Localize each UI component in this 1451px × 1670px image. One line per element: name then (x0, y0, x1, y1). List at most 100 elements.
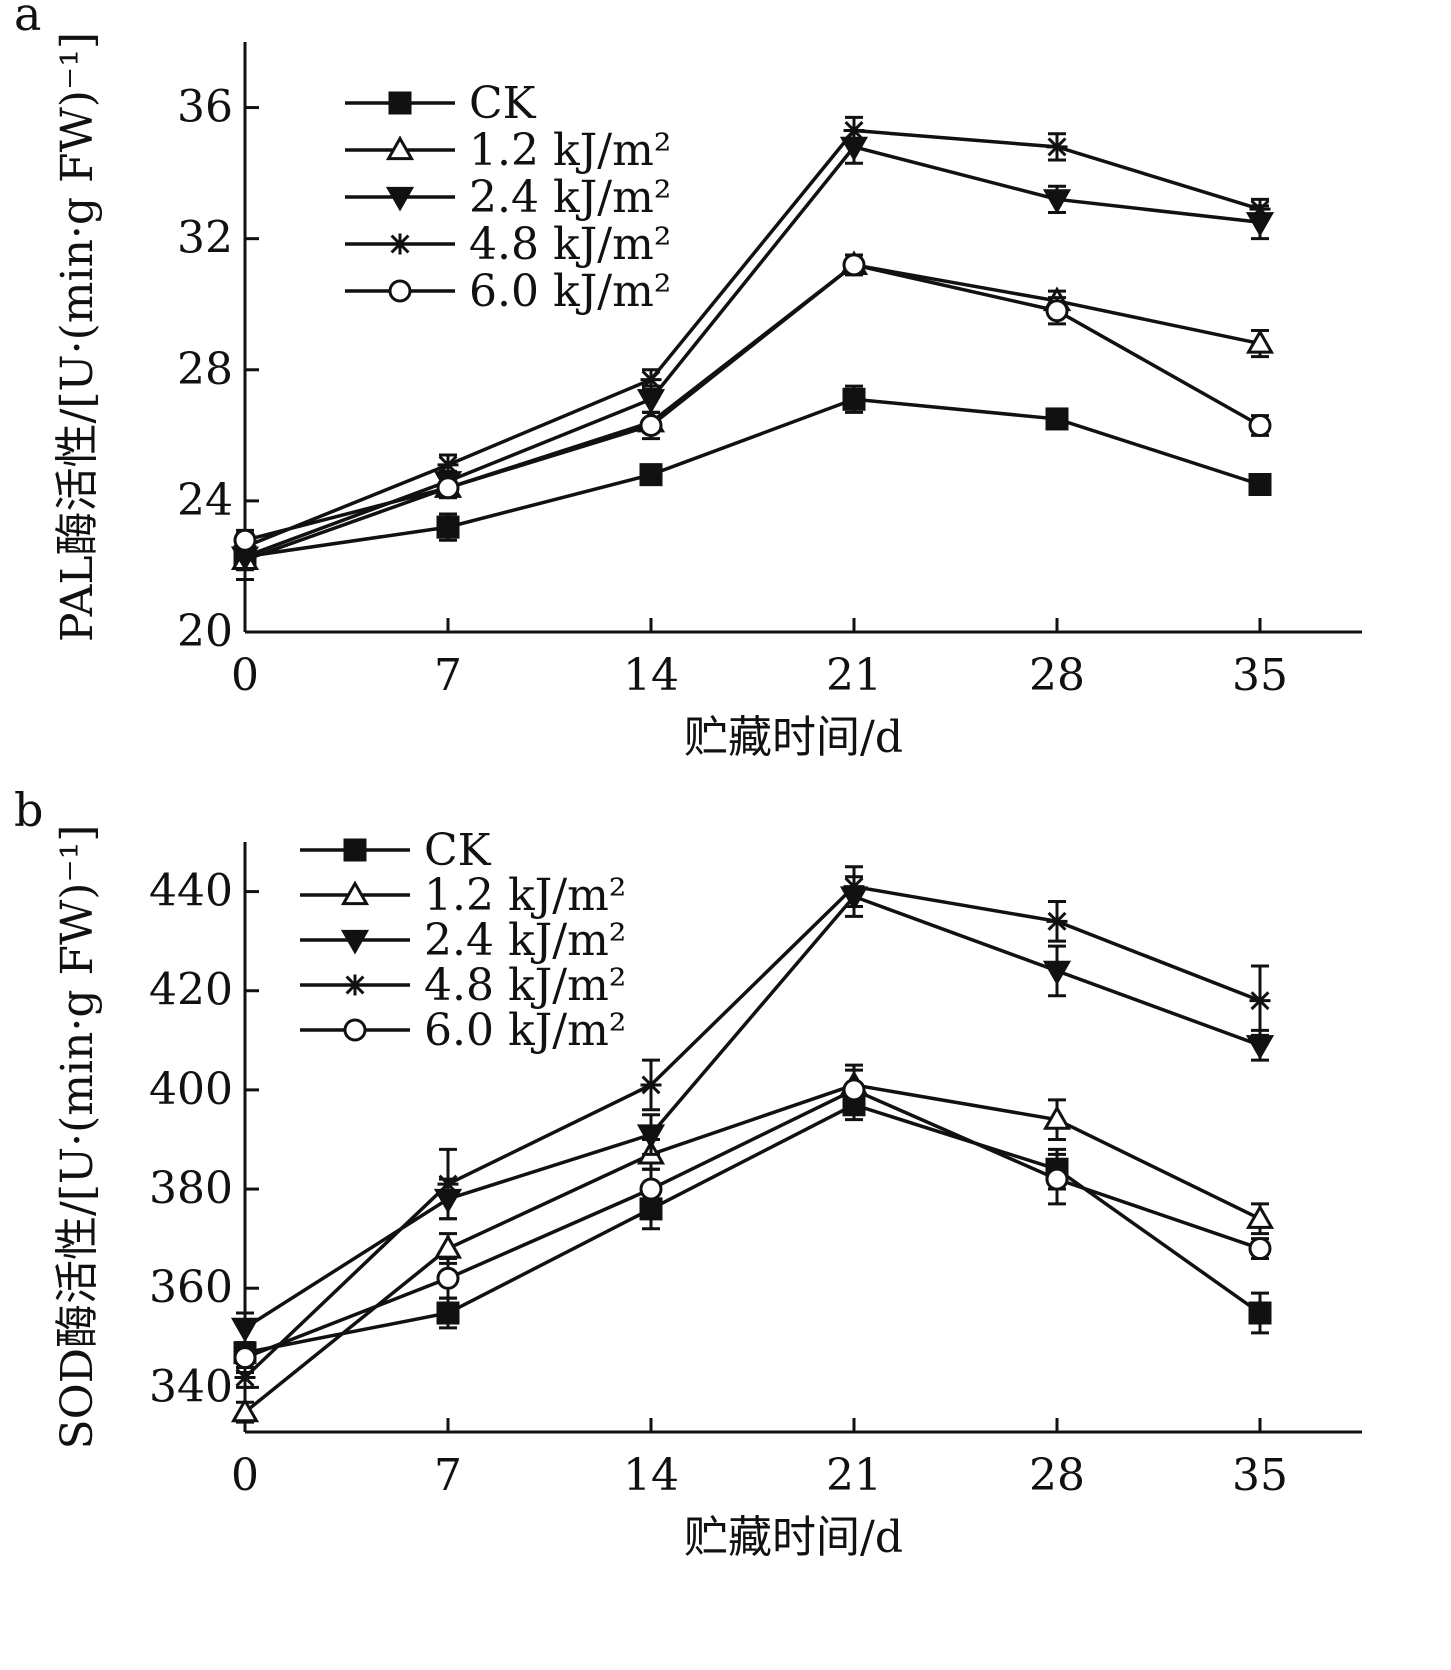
data-point (1045, 1167, 1069, 1191)
panel-label: a (14, 0, 41, 41)
data-point (1245, 329, 1275, 354)
data-point (639, 1177, 663, 1201)
y-tick-label: 28 (177, 344, 233, 395)
data-point (1042, 960, 1072, 986)
legend: CK1.2 kJ/m²2.4 kJ/m²4.8 kJ/m²6.0 kJ/m² (345, 78, 671, 317)
data-point (436, 515, 460, 539)
x-tick-label: 21 (826, 1450, 882, 1501)
x-tick-label: 7 (434, 650, 462, 701)
data-point (1046, 910, 1068, 932)
legend-item: 1.2 kJ/m² (300, 870, 626, 921)
data-point (639, 463, 663, 487)
x-tick-label: 14 (623, 1450, 679, 1501)
series-line (244, 1087, 1261, 1360)
legend-item: 4.8 kJ/m² (300, 960, 626, 1011)
data-point (1249, 198, 1271, 220)
legend-label: CK (469, 78, 537, 129)
data-point (1045, 299, 1069, 323)
series-line (244, 263, 1261, 562)
x-tick-label: 14 (623, 650, 679, 701)
series-line (244, 397, 1261, 559)
legend-marker (343, 1018, 367, 1042)
data-point (1045, 407, 1069, 431)
data-point (437, 454, 459, 476)
legend-item: CK (300, 825, 492, 876)
series-2 (230, 875, 1275, 1345)
data-point (230, 1397, 260, 1423)
x-tick-label: 7 (434, 1450, 462, 1501)
data-point (1248, 1301, 1272, 1325)
legend-marker (388, 91, 412, 115)
x-axis-label: 贮藏时间/d (684, 1512, 903, 1563)
data-point (842, 1078, 866, 1102)
legend-marker (385, 135, 415, 161)
chart-panel-a: a 20 24 28 32 36 0 7 14 21 28 35 贮藏时间/d PAL酶活性/[U·(mi… (14, 0, 1362, 763)
x-tick-label: 28 (1029, 650, 1085, 701)
data-point (1046, 136, 1068, 158)
y-tick-label: 32 (177, 213, 233, 264)
data-point (436, 476, 460, 500)
legend-marker (385, 186, 415, 212)
data-point (436, 1266, 460, 1290)
series-line (243, 1083, 1261, 1414)
y-tick-label: 360 (149, 1262, 233, 1313)
legend-marker (340, 929, 370, 955)
legend-marker (388, 279, 412, 303)
data-point (1245, 1204, 1275, 1229)
series-4 (233, 253, 1272, 552)
legend-item: 2.4 kJ/m² (300, 915, 626, 966)
data-point (433, 1234, 463, 1259)
legend-label: 6.0 kJ/m² (424, 1005, 626, 1056)
y-tick-label: 20 (177, 606, 233, 657)
x-tick-label: 0 (231, 650, 259, 701)
data-point (1248, 414, 1272, 437)
x-tick-label: 35 (1232, 1450, 1288, 1501)
data-point (436, 1301, 460, 1325)
x-tick-label: 0 (231, 1450, 259, 1501)
legend: CK1.2 kJ/m²2.4 kJ/m²4.8 kJ/m²6.0 kJ/m² (300, 825, 626, 1056)
panel-label: b (14, 783, 43, 837)
data-point (842, 387, 866, 411)
y-tick-label: 440 (149, 866, 233, 917)
data-point (843, 876, 865, 898)
series-line (244, 144, 1261, 559)
legend-item: CK (345, 78, 537, 129)
series-line (244, 894, 1261, 1330)
series-line (244, 128, 1261, 549)
legend-label: 4.8 kJ/m² (424, 960, 626, 1011)
y-tick-label: 420 (149, 965, 233, 1016)
y-tick-label: 36 (177, 82, 233, 133)
legend-label: 2.4 kJ/m² (469, 172, 671, 223)
y-tick-label: 340 (149, 1361, 233, 1412)
legend-marker (389, 233, 411, 255)
legend-marker (344, 974, 366, 996)
y-tick-label: 24 (177, 475, 233, 526)
chart-panel-b: b 340 360 380 400 420 440 0 7 14 21 28 35 贮藏时间/d SOD酶活… (14, 783, 1362, 1563)
data-point (1245, 1035, 1275, 1060)
x-tick-label: 21 (826, 650, 882, 701)
data-point (636, 1124, 666, 1150)
series-line (244, 1102, 1262, 1355)
data-point (843, 120, 865, 141)
legend-item: 6.0 kJ/m² (345, 266, 671, 317)
data-point (639, 414, 663, 437)
series-3 (234, 115, 1271, 559)
series-line (243, 884, 1261, 1379)
series-1 (230, 1063, 1275, 1424)
x-tick-label: 35 (1232, 650, 1288, 701)
y-tick-label: 380 (149, 1163, 233, 1214)
series-line (244, 262, 1261, 542)
data-point (230, 1317, 260, 1343)
data-point (640, 369, 662, 391)
legend-item: 1.2 kJ/m² (345, 125, 671, 176)
legend-marker (343, 838, 367, 862)
legend-label: 1.2 kJ/m² (469, 125, 671, 176)
data-point (1248, 473, 1272, 496)
legend-marker (340, 880, 370, 906)
legend-item: 4.8 kJ/m² (345, 219, 671, 270)
legend-label: 1.2 kJ/m² (424, 870, 626, 921)
series-0 (233, 1088, 1272, 1365)
series-4 (233, 1068, 1272, 1375)
data-point (233, 1346, 257, 1370)
series-0 (233, 384, 1272, 569)
